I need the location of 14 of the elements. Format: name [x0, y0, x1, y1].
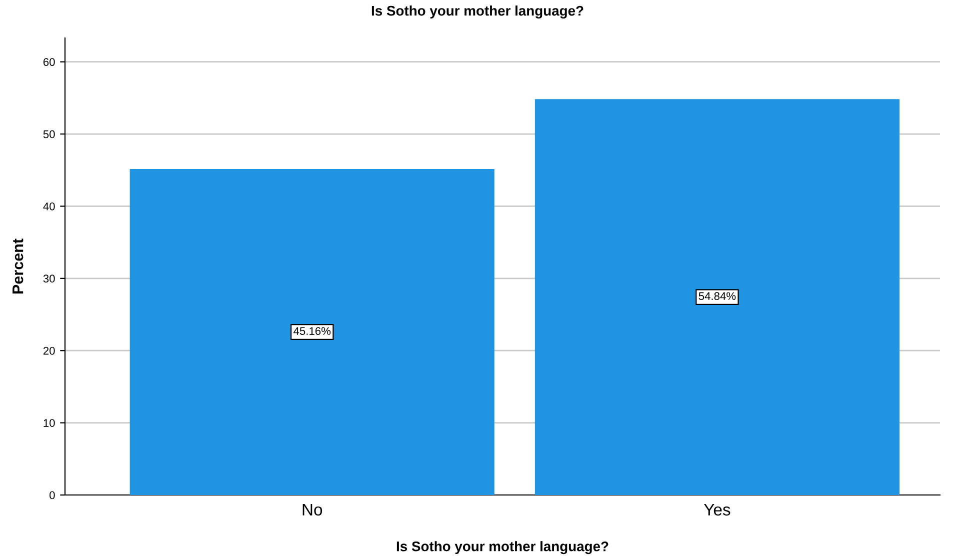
y-tick-label: 60 — [43, 58, 55, 66]
x-axis-title: Is Sotho your mother language? — [396, 541, 608, 554]
data-label: 54.84% — [698, 292, 736, 300]
y-tick-label: 40 — [43, 202, 55, 210]
y-tick-label: 50 — [43, 130, 55, 138]
x-tick-label: Yes — [704, 504, 730, 516]
y-axis-title: Percent — [12, 238, 24, 294]
data-label: 45.16% — [294, 327, 331, 335]
y-tick-label: 30 — [43, 274, 55, 283]
x-tick-label: No — [302, 504, 322, 516]
y-tick-label: 20 — [43, 346, 55, 355]
y-tick-label: 10 — [44, 419, 55, 427]
y-tick-label: 0 — [50, 491, 55, 500]
chart-title: Is Sotho your mother language? — [372, 5, 584, 19]
